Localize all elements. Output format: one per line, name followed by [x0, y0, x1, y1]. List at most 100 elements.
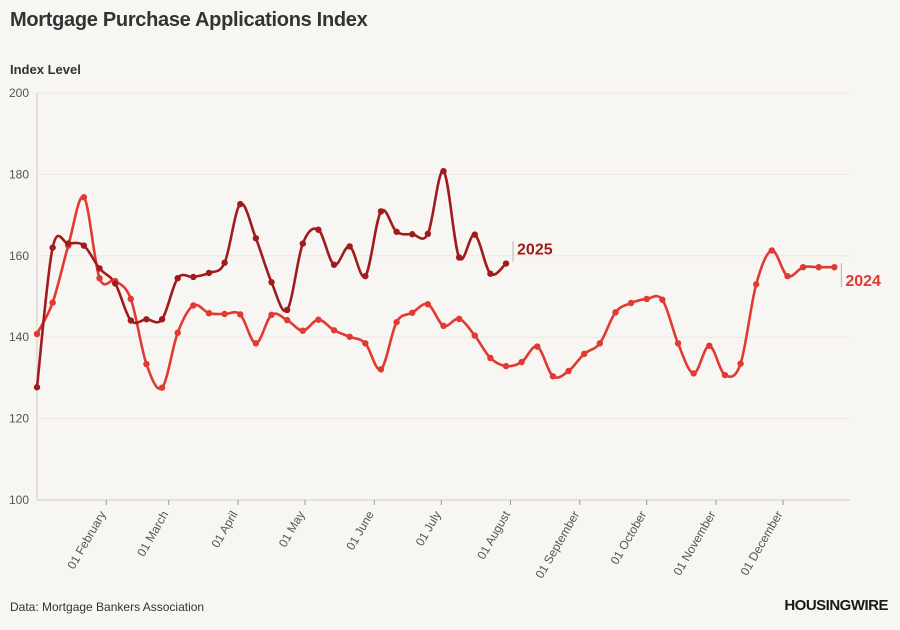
data-point-2025: [409, 231, 416, 238]
data-point-2024: [252, 340, 260, 347]
series-lines: [35, 169, 836, 391]
y-tick-label: 140: [9, 330, 29, 344]
data-point-2024: [706, 342, 713, 349]
data-point-2025: [190, 273, 197, 281]
data-point-2024: [752, 281, 760, 288]
data-point-2024: [487, 354, 494, 362]
data-point-2024: [283, 316, 291, 324]
data-point-2024: [581, 350, 588, 358]
data-point-2024: [455, 315, 463, 323]
data-point-2025: [362, 272, 369, 280]
data-point-2024: [268, 311, 275, 319]
data-point-2024: [158, 384, 166, 391]
series-line-2024: [35, 195, 836, 391]
data-point-2024: [596, 340, 604, 347]
data-point-2025: [96, 265, 103, 272]
data-point-2025: [205, 269, 213, 277]
y-tick-label: 120: [9, 412, 29, 426]
data-point-2024: [33, 330, 41, 338]
data-point-2024: [768, 247, 776, 254]
data-point-2024: [393, 318, 400, 326]
data-point-2024: [49, 299, 56, 306]
data-point-2024: [346, 333, 353, 340]
data-point-2025: [315, 226, 322, 233]
x-tick-label: 01 April: [208, 509, 240, 551]
x-tick-label: 01 August: [474, 508, 513, 562]
data-point-2024: [659, 296, 666, 303]
series-label-2025: 2025: [517, 242, 553, 259]
data-point-2024: [627, 299, 635, 307]
data-point-2024: [362, 340, 369, 347]
data-point-2024: [440, 322, 447, 330]
data-point-2024: [534, 343, 541, 350]
x-tick-label: 01 November: [670, 509, 718, 578]
data-point-2024: [330, 327, 338, 334]
x-tick-label: 01 October: [608, 509, 650, 567]
data-point-2024: [299, 327, 306, 334]
x-tick-label: 01 September: [533, 509, 583, 581]
data-point-2025: [33, 384, 41, 391]
data-point-2025: [143, 316, 150, 323]
data-point-2024: [612, 309, 619, 316]
housingwire-logo: HOUSINGWIRE: [784, 597, 888, 614]
data-point-2025: [346, 243, 353, 250]
data-point-2025: [455, 254, 463, 261]
series-label-2024: 2024: [845, 273, 881, 290]
data-point-2025: [49, 244, 56, 251]
data-point-2024: [190, 302, 197, 309]
data-point-2025: [283, 306, 291, 314]
data-point-2025: [502, 260, 510, 267]
data-point-2024: [174, 329, 181, 336]
data-point-2025: [80, 242, 88, 249]
data-point-2025: [252, 235, 260, 242]
y-tick-label: 160: [9, 249, 29, 263]
data-point-2024: [815, 263, 822, 271]
y-tick-label: 100: [9, 493, 29, 507]
data-point-2024: [831, 263, 838, 271]
data-point-2024: [784, 272, 791, 280]
data-point-2024: [643, 295, 650, 303]
data-point-2024: [221, 310, 228, 318]
data-point-2025: [330, 261, 338, 268]
data-point-2024: [377, 366, 385, 373]
data-point-2024: [471, 332, 478, 339]
y-axis-ticks: 100 120 140 160 180 200: [9, 86, 29, 507]
y-axis-label: Index Level: [10, 62, 81, 77]
source-note: Data: Mortgage Bankers Association: [10, 600, 205, 614]
data-point-2024: [424, 301, 432, 308]
data-point-2024: [409, 309, 416, 316]
series-points: [33, 167, 838, 391]
x-tick-label: 01 May: [276, 509, 308, 550]
data-point-2025: [221, 259, 228, 266]
data-point-2025: [440, 167, 447, 175]
data-point-2024: [127, 295, 135, 303]
x-tick-label: 01 July: [413, 509, 444, 549]
data-point-2024: [205, 309, 213, 317]
x-tick-label: 01 February: [64, 509, 108, 572]
data-point-2024: [799, 263, 807, 271]
data-point-2025: [158, 316, 166, 323]
data-point-2024: [565, 367, 572, 375]
series-labels: 2024 2025: [512, 241, 881, 290]
x-axis-ticks: 01 February 01 March 01 April 01 May 01 June…: [64, 500, 786, 581]
data-point-2025: [393, 228, 400, 235]
data-point-2024: [502, 362, 510, 370]
data-point-2024: [549, 373, 557, 380]
data-point-2025: [127, 317, 135, 324]
data-point-2025: [174, 274, 181, 282]
grid-lines: [36, 92, 850, 501]
y-tick-label: 200: [9, 86, 29, 100]
x-tick-label: 01 December: [737, 509, 785, 578]
chart-title: Mortgage Purchase Applications Index: [10, 9, 368, 31]
data-point-2025: [487, 270, 494, 277]
data-point-2024: [80, 193, 88, 201]
x-tick-label: 01 June: [343, 508, 377, 552]
data-point-2024: [237, 311, 244, 318]
data-point-2025: [299, 240, 306, 247]
data-point-2025: [268, 279, 275, 286]
data-point-2024: [690, 370, 697, 377]
data-point-2024: [674, 340, 682, 347]
data-point-2025: [424, 230, 432, 238]
data-point-2025: [471, 231, 478, 238]
